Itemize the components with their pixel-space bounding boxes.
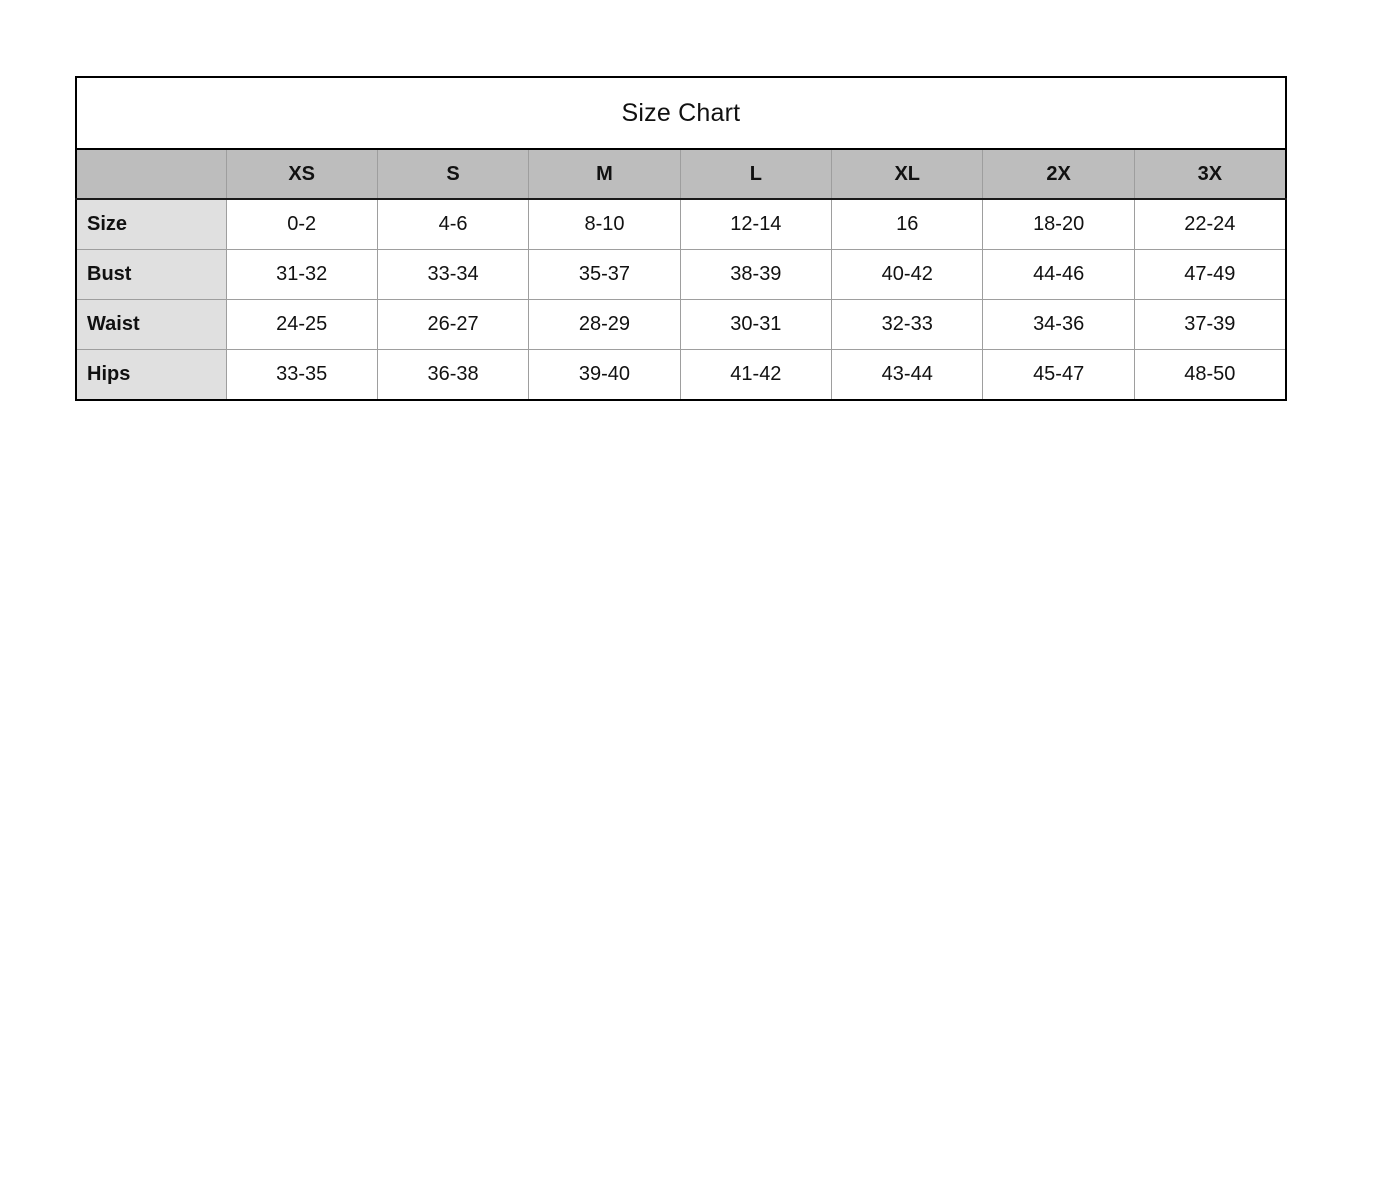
table-title-row: Size Chart — [75, 76, 1287, 150]
table-cell: 31-32 — [225, 249, 378, 300]
table-cell: 35-37 — [528, 249, 681, 300]
table-cell: 30-31 — [679, 299, 833, 350]
table-cell: 12-14 — [679, 198, 833, 250]
header-cell: M — [528, 148, 681, 200]
table-cell: 18-20 — [982, 198, 1135, 250]
size-chart-table: Size Chart XS S M L XL 2X 3X Size 0-2 4-6 8-10 12-… — [75, 76, 1287, 401]
header-cell: L — [679, 148, 833, 200]
header-cell: S — [376, 148, 530, 200]
row-label: Size — [75, 198, 227, 250]
table-cell: 33-34 — [376, 249, 530, 300]
table-cell: 0-2 — [225, 198, 378, 250]
table-cell: 28-29 — [528, 299, 681, 350]
table-cell: 16 — [831, 198, 984, 250]
table-cell: 39-40 — [528, 349, 681, 401]
table-cell: 41-42 — [679, 349, 833, 401]
table-cell: 34-36 — [982, 299, 1135, 350]
header-cell: XS — [225, 148, 378, 200]
table-cell: 37-39 — [1133, 299, 1287, 350]
table-cell: 48-50 — [1133, 349, 1287, 401]
table-title: Size Chart — [75, 76, 1287, 150]
table-row: Waist 24-25 26-27 28-29 30-31 32-33 34-36 37-39 — [75, 299, 1287, 350]
table-cell: 32-33 — [831, 299, 984, 350]
header-cell: 3X — [1133, 148, 1287, 200]
table-cell: 4-6 — [376, 198, 530, 250]
row-label: Waist — [75, 299, 227, 350]
table-cell: 38-39 — [679, 249, 833, 300]
table-cell: 40-42 — [831, 249, 984, 300]
table-cell: 44-46 — [982, 249, 1135, 300]
row-label: Hips — [75, 349, 227, 401]
table-cell: 33-35 — [225, 349, 378, 401]
row-label: Bust — [75, 249, 227, 300]
header-cell-empty — [75, 148, 227, 200]
table-cell: 45-47 — [982, 349, 1135, 401]
table-cell: 43-44 — [831, 349, 984, 401]
table-row: Hips 33-35 36-38 39-40 41-42 43-44 45-47 48-50 — [75, 349, 1287, 401]
header-cell: XL — [831, 148, 984, 200]
table-cell: 36-38 — [376, 349, 530, 401]
table-cell: 26-27 — [376, 299, 530, 350]
table-cell: 8-10 — [528, 198, 681, 250]
table-header-row: XS S M L XL 2X 3X — [75, 148, 1287, 200]
table-row: Bust 31-32 33-34 35-37 38-39 40-42 44-46 47-49 — [75, 249, 1287, 300]
header-cell: 2X — [982, 148, 1135, 200]
table-cell: 24-25 — [225, 299, 378, 350]
table-row: Size 0-2 4-6 8-10 12-14 16 18-20 22-24 — [75, 198, 1287, 250]
table-cell: 22-24 — [1133, 198, 1287, 250]
table-cell: 47-49 — [1133, 249, 1287, 300]
